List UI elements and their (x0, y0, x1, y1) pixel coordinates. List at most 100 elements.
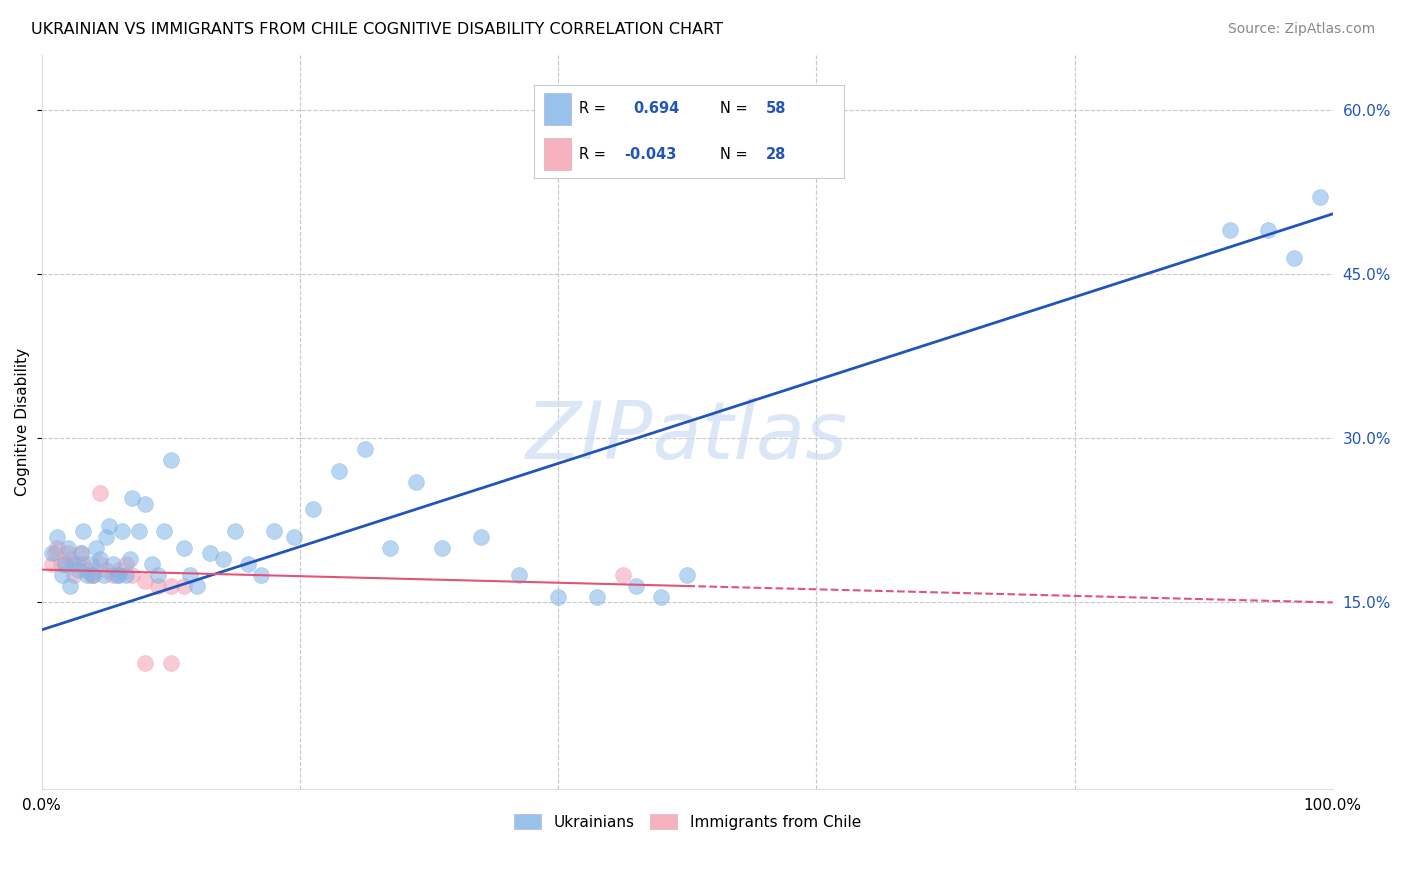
Point (89, 486, 111, 500)
Point (1218, 223, 1240, 237)
Text: R =: R = (579, 146, 606, 161)
Point (405, 475, 427, 489)
Point (89, 557, 111, 571)
Point (380, 541, 402, 555)
Point (101, 568, 124, 582)
Point (84, 541, 107, 555)
Point (302, 502, 325, 516)
Text: 28: 28 (766, 146, 786, 161)
Point (1257, 223, 1279, 237)
Point (41, 557, 63, 571)
Point (93, 568, 115, 582)
Point (134, 574, 156, 588)
Point (173, 541, 195, 555)
Point (153, 524, 176, 539)
Point (56, 546, 79, 560)
Point (82, 568, 104, 582)
Point (82, 568, 104, 582)
Point (96, 563, 118, 577)
Point (69, 546, 91, 560)
Point (44, 546, 66, 560)
Point (160, 656, 183, 670)
Point (508, 568, 530, 582)
Point (586, 590, 609, 604)
Point (353, 442, 375, 457)
Point (41, 546, 63, 560)
Point (63, 557, 86, 571)
Y-axis label: Cognitive Disability: Cognitive Disability (15, 348, 30, 496)
Text: 58: 58 (766, 101, 787, 116)
Point (263, 524, 285, 539)
Point (173, 579, 195, 593)
Point (80, 557, 103, 571)
Point (650, 590, 672, 604)
Point (134, 656, 156, 670)
Point (96, 530, 118, 544)
Point (114, 557, 136, 571)
Point (51, 568, 73, 582)
Point (238, 557, 260, 571)
Point (101, 557, 124, 571)
Bar (544, 93, 571, 125)
Point (51, 557, 73, 571)
Text: N =: N = (720, 146, 748, 161)
Text: N =: N = (720, 101, 748, 116)
Point (121, 568, 143, 582)
Point (146, 579, 169, 593)
Point (146, 568, 169, 582)
Point (53, 557, 76, 571)
Point (141, 557, 163, 571)
Point (63, 568, 86, 582)
Point (59, 579, 82, 593)
Point (46, 541, 69, 555)
Point (186, 579, 208, 593)
Point (179, 568, 201, 582)
Point (612, 568, 634, 582)
Point (76, 563, 98, 577)
Point (72, 557, 94, 571)
Point (53, 557, 76, 571)
Legend: Ukrainians, Immigrants from Chile: Ukrainians, Immigrants from Chile (508, 807, 868, 836)
Point (328, 464, 350, 478)
Text: Source: ZipAtlas.com: Source: ZipAtlas.com (1227, 22, 1375, 37)
Point (66, 563, 89, 577)
Point (547, 590, 569, 604)
Point (1309, 190, 1331, 204)
Point (624, 579, 647, 593)
Point (56, 541, 79, 555)
Point (134, 497, 156, 511)
Point (114, 568, 136, 582)
Bar (544, 138, 571, 170)
Point (108, 563, 131, 577)
Point (69, 546, 91, 560)
Point (198, 546, 221, 560)
Point (676, 568, 699, 582)
Text: R =: R = (579, 101, 606, 116)
Point (66, 557, 89, 571)
Point (121, 491, 143, 506)
Point (89, 551, 111, 566)
Point (80, 568, 103, 582)
Point (105, 568, 128, 582)
Text: ZIPatlas: ZIPatlas (526, 398, 848, 475)
Point (250, 568, 273, 582)
Point (470, 530, 492, 544)
Text: 0.694: 0.694 (633, 101, 679, 116)
Point (160, 453, 183, 467)
Point (46, 530, 69, 544)
Text: -0.043: -0.043 (624, 146, 676, 161)
Point (108, 568, 131, 582)
Point (118, 551, 141, 566)
Point (97, 518, 120, 533)
Point (160, 579, 183, 593)
Point (59, 551, 82, 566)
Point (1282, 251, 1305, 265)
Point (211, 551, 233, 566)
Point (224, 524, 246, 539)
Point (76, 568, 98, 582)
Point (128, 524, 150, 539)
Point (72, 524, 94, 539)
Text: UKRAINIAN VS IMMIGRANTS FROM CHILE COGNITIVE DISABILITY CORRELATION CHART: UKRAINIAN VS IMMIGRANTS FROM CHILE COGNI… (31, 22, 723, 37)
Point (430, 541, 453, 555)
Point (283, 530, 305, 544)
